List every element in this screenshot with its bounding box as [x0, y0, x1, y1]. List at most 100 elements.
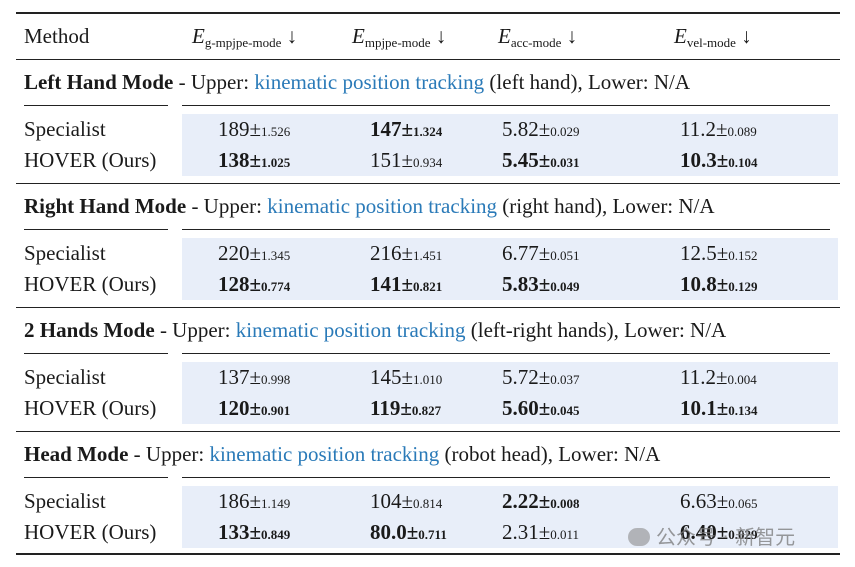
cell-sd: 0.711: [418, 527, 447, 542]
cell: 6.40±0.029: [680, 520, 758, 544]
header-col-0-sub: g-mpjpe-mode: [204, 35, 282, 50]
section-post: (robot head), Lower: N/A: [439, 442, 661, 466]
cell-sd: 0.089: [727, 124, 757, 139]
section-link: kinematic position tracking: [254, 70, 485, 94]
cell: 10.8±0.129: [680, 272, 758, 296]
cell-value: 189: [218, 117, 250, 141]
cell-value: 138: [218, 148, 250, 172]
cell: 11.2±0.004: [680, 365, 757, 389]
highlight-band: [182, 362, 838, 424]
header-col-3-arrow: ↓: [741, 24, 752, 48]
section-link: kinematic position tracking: [209, 442, 440, 466]
cell-value: 10.1: [680, 396, 717, 420]
cell: 119±0.827: [370, 396, 442, 420]
cell-sd: 1.451: [413, 248, 443, 263]
wechat-icon: [628, 528, 650, 546]
watermark-text: 公众号 · 新智元: [656, 525, 796, 549]
cell: 10.1±0.134: [680, 396, 758, 420]
cell-sd: 0.901: [261, 403, 291, 418]
cell-sd: 0.821: [413, 279, 443, 294]
cell: 5.60±0.045: [502, 396, 580, 420]
cell-value: 104: [370, 489, 402, 513]
cell-sd: 0.045: [550, 403, 580, 418]
cell-value: 119: [370, 396, 401, 420]
header-method: Method: [24, 24, 90, 48]
cell-sd: 0.827: [411, 403, 442, 418]
bottom-rule: [16, 553, 840, 555]
section-bottom-rule: [16, 307, 840, 308]
highlight-band: [182, 114, 838, 176]
cell-value: 6.77: [502, 241, 539, 265]
row-label: Specialist: [24, 117, 106, 141]
section-title: 2 Hands Mode - Upper: kinematic position…: [24, 318, 726, 343]
section-rule: [24, 229, 168, 230]
section-pre: - Upper:: [154, 318, 236, 342]
header-col-2-arrow: ↓: [566, 24, 578, 48]
cell-sd: 1.025: [261, 155, 291, 170]
cell-sd: 1.010: [413, 372, 443, 387]
cell-value: 10.3: [680, 148, 717, 172]
header-col-1: Empjpe-mode ↓: [352, 24, 446, 51]
watermark: 公众号 · 新智元: [628, 521, 795, 550]
cell-value: 133: [218, 520, 250, 544]
cell-value: 151: [370, 148, 402, 172]
cell-value: 5.60: [502, 396, 539, 420]
top-rule: [16, 12, 840, 14]
header-col-2-sub: acc-mode: [510, 35, 562, 50]
cell-value: 147: [370, 117, 402, 141]
cell-sd: 0.004: [727, 372, 757, 387]
highlight-band: [182, 486, 838, 548]
cell-sd: 0.774: [261, 279, 291, 294]
header-col-1-sub: mpjpe-mode: [364, 35, 431, 50]
cell-value: 120: [218, 396, 250, 420]
cell-value: 128: [218, 272, 250, 296]
header-col-1-sym: E: [352, 24, 365, 48]
cell: 80.0±0.711: [370, 520, 447, 544]
header-col-2-sym: E: [498, 24, 511, 48]
header-col-0-sym: E: [192, 24, 205, 48]
section-rule: [182, 229, 830, 230]
row-label: HOVER (Ours): [24, 396, 157, 420]
cell: 216±1.451: [370, 241, 443, 265]
cell-sd: 0.814: [413, 496, 443, 511]
row-label: HOVER (Ours): [24, 520, 157, 544]
cell: 6.63±0.065: [680, 489, 758, 513]
cell: 10.3±0.104: [680, 148, 758, 172]
cell-sd: 0.134: [728, 403, 758, 418]
section-title: Right Hand Mode - Upper: kinematic posit…: [24, 194, 715, 219]
header-col-0-arrow: ↓: [286, 24, 298, 48]
cell-value: 80.0: [370, 520, 407, 544]
cell-sd: 0.998: [261, 372, 291, 387]
section-name: 2 Hands Mode: [24, 318, 155, 342]
cell-value: 10.8: [680, 272, 717, 296]
cell: 5.72±0.037: [502, 365, 580, 389]
cell-value: 186: [218, 489, 250, 513]
header-col-0: Eg-mpjpe-mode ↓: [192, 24, 297, 51]
section-pre: - Upper:: [128, 442, 210, 466]
cell: 128±0.774: [218, 272, 291, 296]
section-rule: [24, 105, 168, 106]
cell: 133±0.849: [218, 520, 291, 544]
header-col-3-sub: vel-mode: [686, 35, 736, 50]
cell-value: 141: [370, 272, 402, 296]
cell-sd: 1.149: [261, 496, 291, 511]
row-label: Specialist: [24, 365, 106, 389]
cell: 2.22±0.008: [502, 489, 580, 513]
cell-sd: 0.031: [550, 155, 580, 170]
cell: 137±0.998: [218, 365, 291, 389]
cell: 11.2±0.089: [680, 117, 757, 141]
header-rule: [16, 59, 840, 60]
section-pre: - Upper:: [186, 194, 268, 218]
cell: 147±1.324: [370, 117, 443, 141]
cell-value: 2.31: [502, 520, 539, 544]
cell-value: 5.45: [502, 148, 539, 172]
section-rule: [182, 353, 830, 354]
cell: 145±1.010: [370, 365, 443, 389]
cell-value: 5.83: [502, 272, 539, 296]
section-name: Head Mode: [24, 442, 129, 466]
cell-sd: 0.849: [261, 527, 291, 542]
cell-sd: 0.129: [728, 279, 758, 294]
cell-value: 11.2: [680, 117, 716, 141]
cell-value: 5.82: [502, 117, 539, 141]
cell-value: 220: [218, 241, 250, 265]
